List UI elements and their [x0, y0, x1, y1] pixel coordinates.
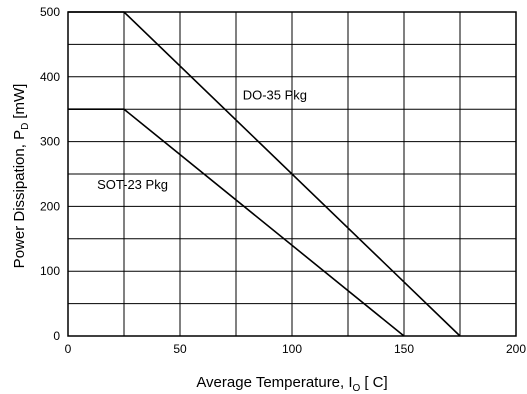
y-axis-title: Power Dissipation, PD [mW] [11, 84, 31, 269]
series-annotations: DO-35 Pkg SOT-23 Pkg [97, 87, 307, 191]
y-tick-labels: 0 100 200 300 400 500 [40, 5, 60, 343]
plot-frame [67, 11, 517, 337]
y-tick-label: 200 [40, 199, 60, 213]
y-tick-label: 0 [53, 329, 60, 343]
y-axis-title-unit: [mW] [11, 84, 28, 119]
x-axis-title-text: Average Temperature, I [196, 374, 352, 391]
x-axis-title-subscript: O [353, 383, 361, 394]
grid-lines [67, 11, 517, 337]
y-axis-title-text: Power Dissipation, P [11, 130, 28, 268]
y-tick-label: 100 [40, 264, 60, 278]
x-axis-title: Average Temperature, IO[ C] [196, 374, 387, 394]
x-tick-label: 0 [65, 342, 72, 356]
x-tick-label: 150 [394, 342, 414, 356]
y-tick-label: 400 [40, 70, 60, 84]
annotation-do-35: DO-35 Pkg [243, 87, 307, 102]
series-line-sot-23 [68, 108, 405, 337]
annotation-sot-23: SOT-23 Pkg [97, 177, 168, 192]
y-tick-label: 500 [40, 5, 60, 19]
x-tick-label: 200 [506, 342, 526, 356]
x-tick-labels: 0 50 100 150 200 [65, 342, 527, 356]
x-tick-label: 50 [173, 342, 187, 356]
y-tick-label: 300 [40, 135, 60, 149]
x-tick-label: 100 [282, 342, 302, 356]
y-axis-title-subscript: D [20, 123, 31, 130]
x-axis-title-unit: [ C] [364, 374, 387, 391]
